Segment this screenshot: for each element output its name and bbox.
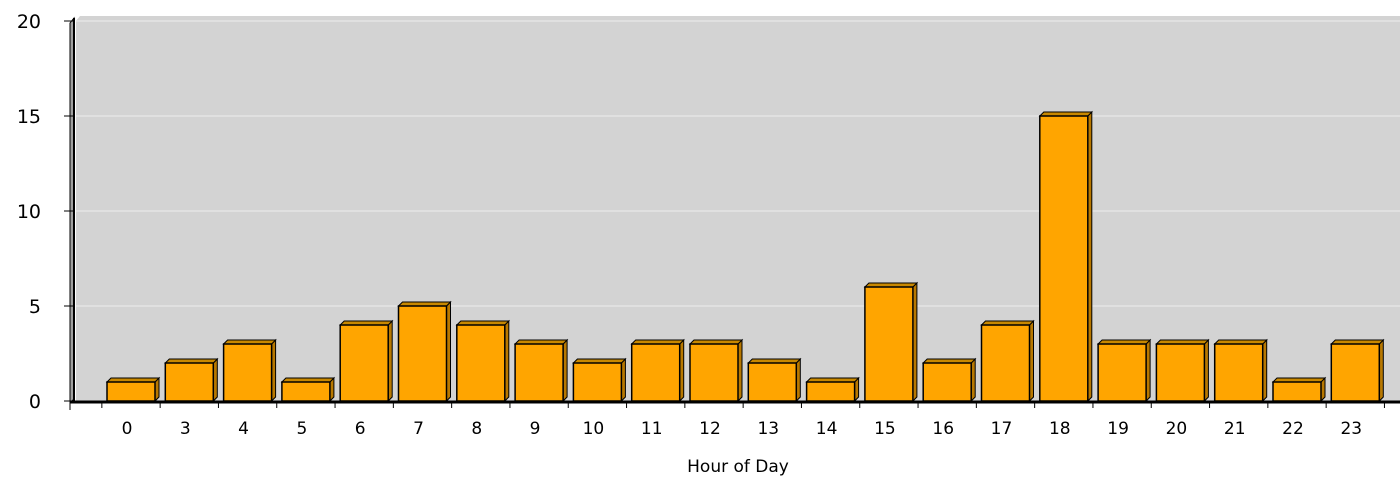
bar-front — [224, 344, 272, 401]
bar-front — [573, 363, 621, 401]
bar-front — [632, 344, 680, 401]
x-tick-label-20: 20 — [1166, 419, 1188, 439]
x-tick-label-4: 4 — [238, 419, 249, 439]
bar-19 — [1098, 340, 1150, 401]
x-tick-label-22: 22 — [1282, 419, 1304, 439]
bar-7 — [399, 302, 451, 401]
bar-front — [107, 382, 155, 401]
bar-4 — [224, 340, 276, 401]
bar-front — [865, 287, 913, 401]
x-tick-label-12: 12 — [699, 419, 721, 439]
bar-front — [515, 344, 563, 401]
y-tick-labels: 0 5 10 15 20 — [17, 11, 41, 413]
x-tick-label-0: 0 — [122, 419, 133, 439]
bar-0 — [107, 378, 159, 401]
bar-16 — [923, 359, 975, 401]
x-tick-label-14: 14 — [816, 419, 838, 439]
x-tick-labels: 0 3 4 5 6 7 8 9 10 11 12 13 14 15 16 17 18 19 20 21 22 23 — [122, 419, 1363, 439]
bar-front — [1156, 344, 1204, 401]
bar-6 — [340, 321, 392, 401]
bar-17 — [982, 321, 1034, 401]
x-tick-label-5: 5 — [296, 419, 307, 439]
x-tick-label-18: 18 — [1049, 419, 1071, 439]
bar-front — [282, 382, 330, 401]
x-tick-label-11: 11 — [641, 419, 663, 439]
bar-front — [165, 363, 213, 401]
x-tick-label-13: 13 — [757, 419, 779, 439]
y-tick-label-0: 0 — [29, 391, 41, 413]
bar-front — [807, 382, 855, 401]
bar-front — [340, 325, 388, 401]
bar-20 — [1156, 340, 1208, 401]
bar-8 — [457, 321, 509, 401]
bar-front — [1215, 344, 1263, 401]
bar-front — [690, 344, 738, 401]
bar-11 — [632, 340, 684, 401]
bar-9 — [515, 340, 567, 401]
y-tick-label-15: 15 — [17, 106, 41, 128]
x-tick-label-10: 10 — [583, 419, 605, 439]
bar-front — [1040, 116, 1088, 401]
bar-front — [923, 363, 971, 401]
x-tick-label-9: 9 — [530, 419, 541, 439]
bar-front — [1273, 382, 1321, 401]
bar-10 — [573, 359, 625, 401]
x-tick-label-23: 23 — [1340, 419, 1362, 439]
bar-13 — [748, 359, 800, 401]
bar-23 — [1331, 340, 1383, 401]
bar-front — [982, 325, 1030, 401]
x-tick-label-17: 17 — [991, 419, 1013, 439]
x-tick-label-21: 21 — [1224, 419, 1246, 439]
bar-12 — [690, 340, 742, 401]
x-tick-label-19: 19 — [1107, 419, 1129, 439]
y-tick-label-20: 20 — [17, 11, 41, 33]
bar-5 — [282, 378, 334, 401]
x-axis-title: Hour of Day — [687, 457, 789, 477]
bar-18 — [1040, 112, 1092, 401]
bar-15 — [865, 283, 917, 401]
bar-front — [748, 363, 796, 401]
x-tick-label-3: 3 — [180, 419, 191, 439]
bar-front — [399, 306, 447, 401]
bar-22 — [1273, 378, 1325, 401]
x-tick-label-16: 16 — [932, 419, 954, 439]
x-tick-label-15: 15 — [874, 419, 896, 439]
bar-14 — [807, 378, 859, 401]
bar-3 — [165, 359, 217, 401]
x-tick-label-8: 8 — [471, 419, 482, 439]
bar-front — [1331, 344, 1379, 401]
bar-front — [457, 325, 505, 401]
x-tick-label-7: 7 — [413, 419, 424, 439]
y-tick-label-5: 5 — [29, 296, 41, 318]
bar-front — [1098, 344, 1146, 401]
bar-21 — [1215, 340, 1267, 401]
y-tick-label-10: 10 — [17, 201, 41, 223]
x-tick-label-6: 6 — [355, 419, 366, 439]
